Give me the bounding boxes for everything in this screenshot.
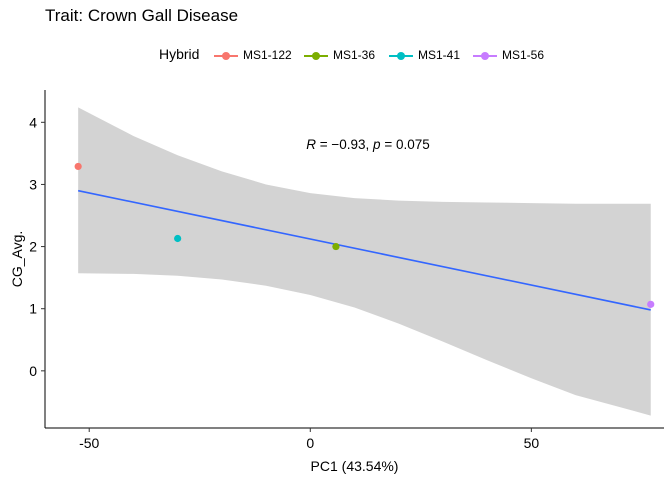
y-tick-label: 0: [29, 363, 37, 379]
correlation-annotation: R = −0.93, p = 0.075: [306, 137, 429, 152]
regression-line: [77, 189, 651, 311]
data-point: [332, 242, 340, 251]
legend-key: [472, 49, 498, 63]
x-tick-label: 50: [524, 435, 540, 451]
legend-key: [388, 49, 414, 63]
confidence-band: [78, 107, 651, 416]
data-point: [647, 300, 655, 308]
y-tick-label: 2: [29, 239, 37, 255]
legend-label: MS1-36: [333, 48, 376, 62]
x-tick-label: -50: [79, 435, 99, 451]
x-tick-label: 0: [306, 435, 314, 451]
y-axis-title: CG_Avg.: [9, 231, 25, 288]
legend-label: MS1-56: [502, 48, 545, 62]
legend-title: Hybrid: [159, 46, 200, 62]
y-tick-label: 3: [29, 176, 37, 192]
legend-key: [303, 49, 329, 63]
y-tick-label: 1: [29, 301, 37, 317]
legend-label: MS1-122: [243, 48, 292, 62]
legend-label: MS1-41: [418, 48, 461, 62]
legend: Hybrid MS1-122 MS1-36 MS1-41 MS1-56: [0, 46, 672, 66]
legend-key: [213, 49, 239, 63]
data-point: [74, 162, 82, 171]
y-tick-label: 4: [29, 114, 37, 130]
x-axis-title: PC1 (43.54%): [311, 458, 399, 474]
chart-title: Trait: Crown Gall Disease: [45, 6, 239, 25]
data-point: [174, 234, 182, 243]
